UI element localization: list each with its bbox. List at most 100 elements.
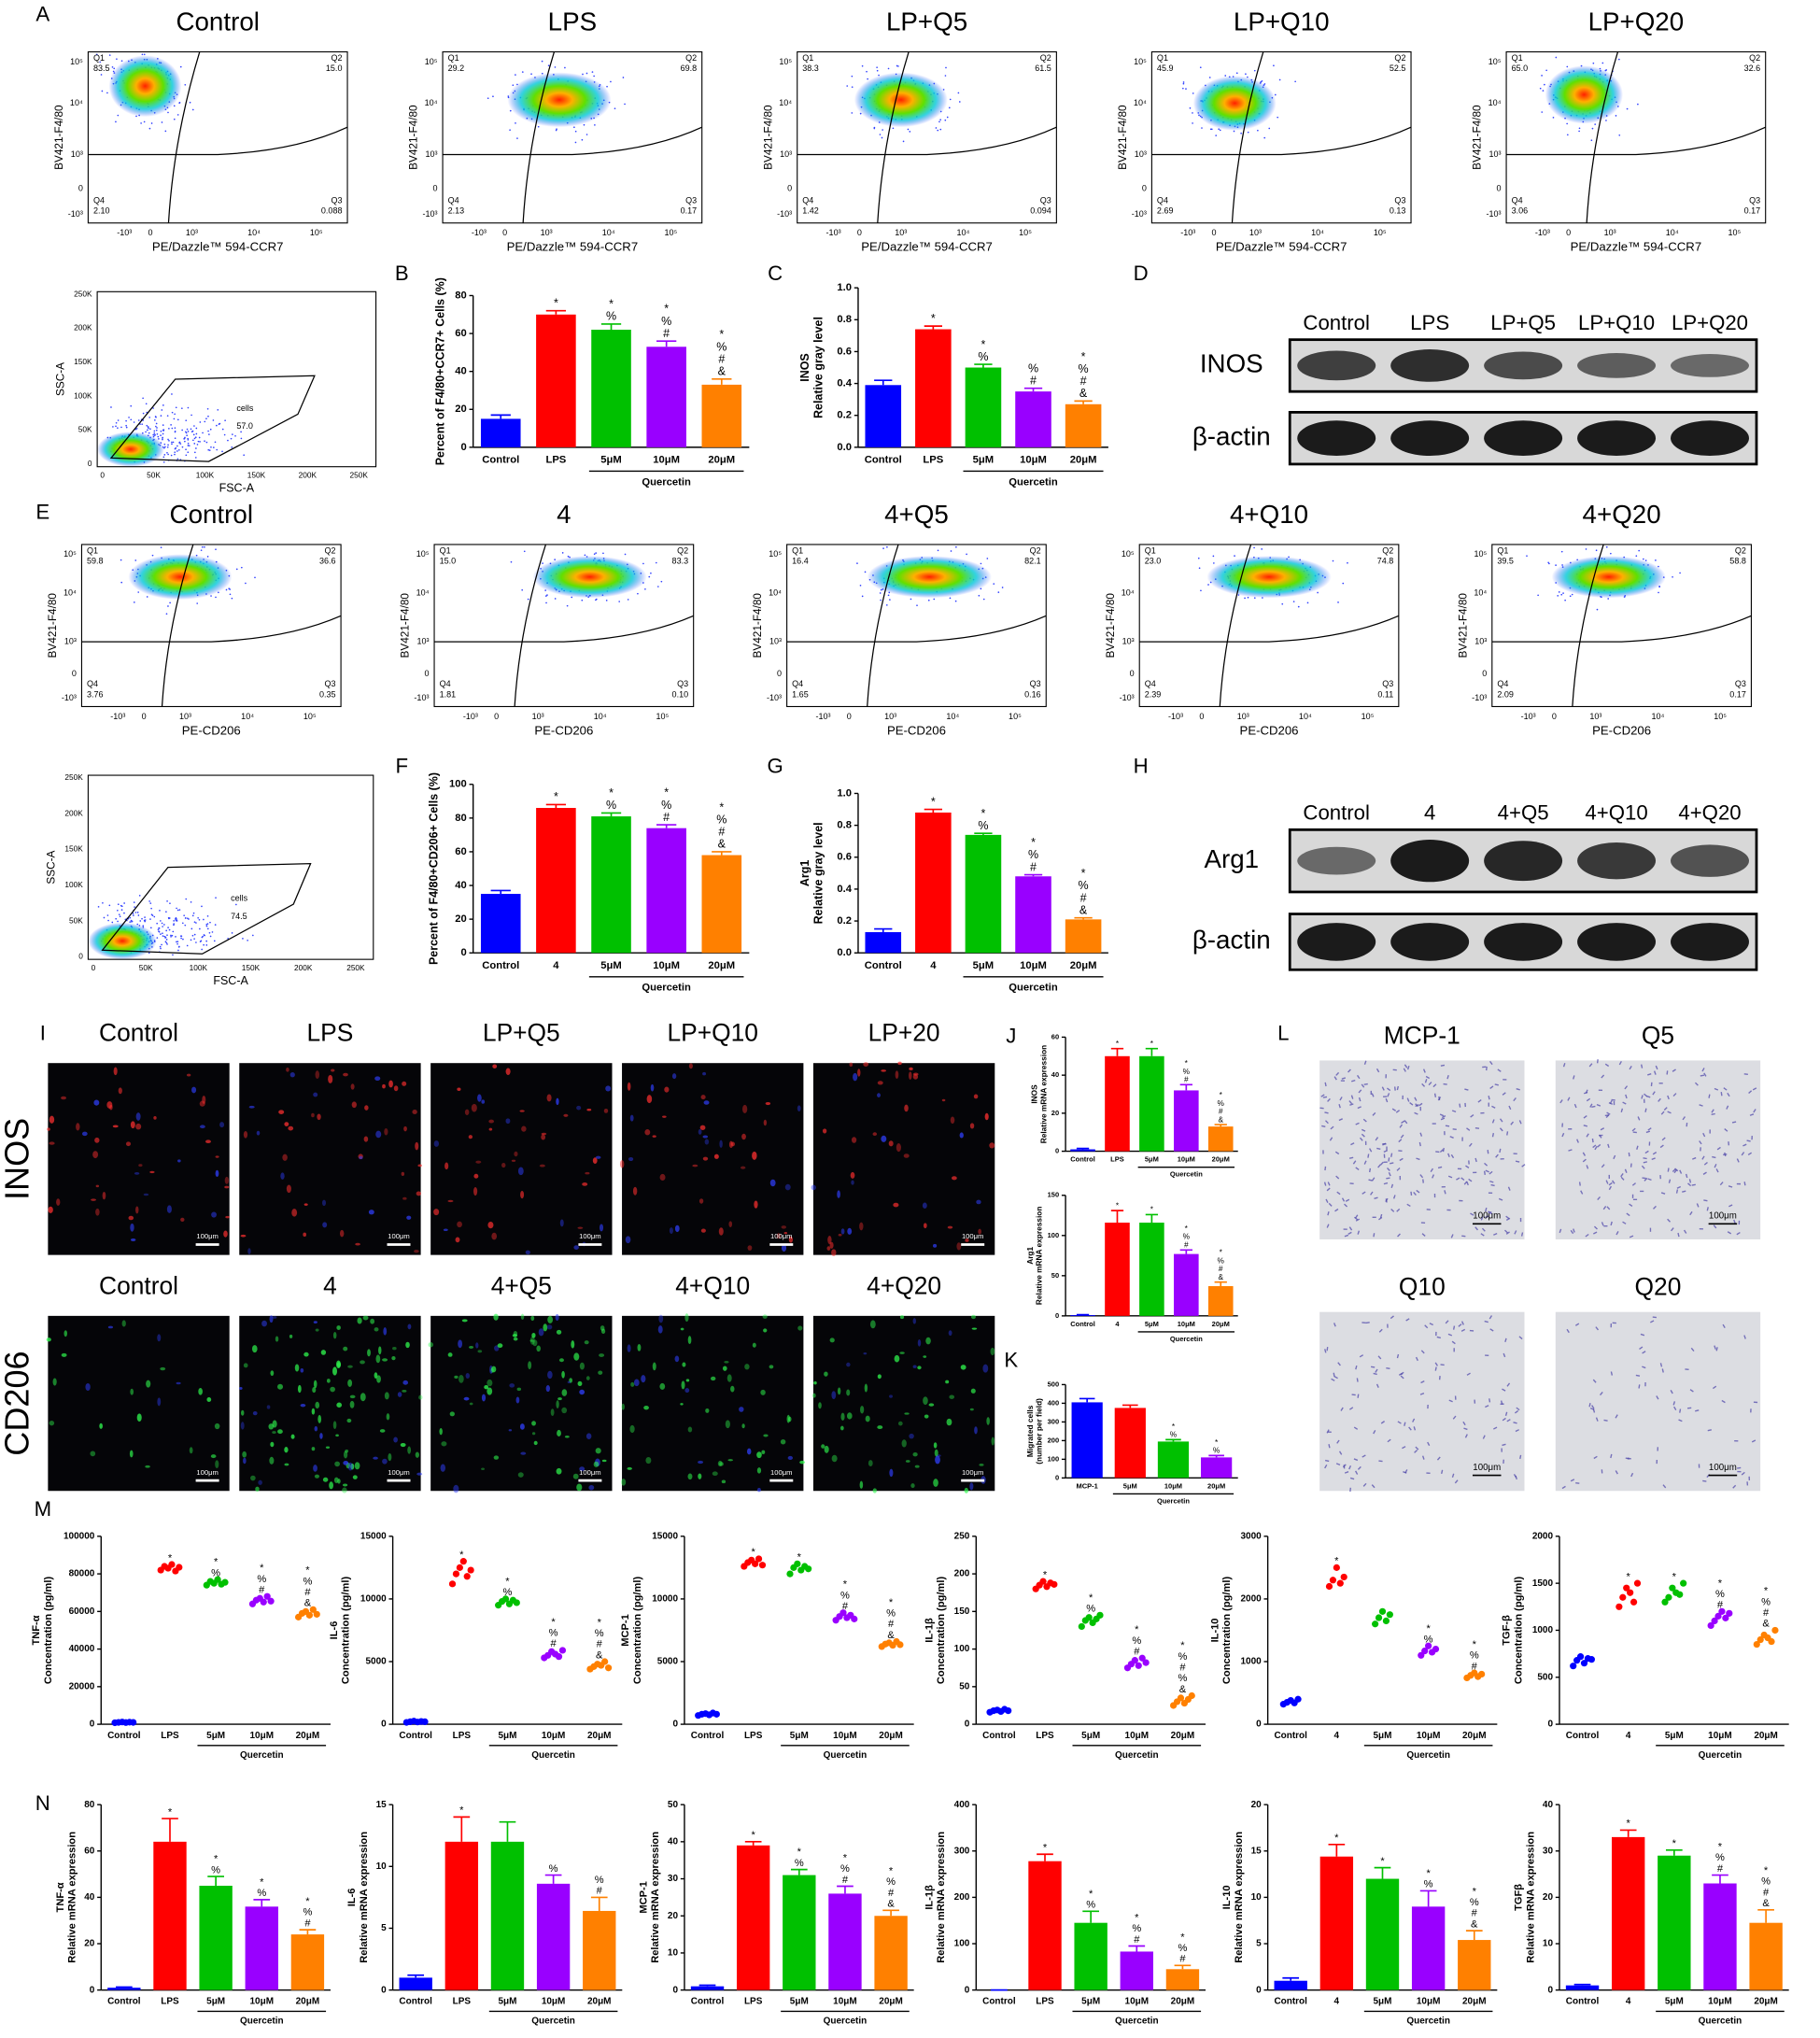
event-dot bbox=[165, 941, 168, 944]
x-tick-label: 150K bbox=[247, 471, 266, 480]
y-tick-label: 10³ bbox=[425, 149, 437, 159]
event-dot bbox=[245, 582, 247, 585]
micrograph bbox=[1555, 1311, 1761, 1492]
image-title: LP+Q10 bbox=[667, 1019, 757, 1047]
cell bbox=[331, 1069, 335, 1072]
significance-mark: # bbox=[1030, 375, 1037, 388]
cell bbox=[1679, 1408, 1682, 1413]
cell bbox=[1329, 1137, 1333, 1141]
cell bbox=[475, 1342, 479, 1349]
cell bbox=[811, 1184, 816, 1191]
cell bbox=[1601, 1222, 1604, 1226]
cell bbox=[949, 1394, 955, 1399]
x-tick-label: 10μM bbox=[653, 960, 680, 971]
significance-mark: % bbox=[303, 1907, 312, 1918]
cell bbox=[1447, 1333, 1453, 1337]
x-tick-label: 5μM bbox=[973, 960, 994, 971]
cell bbox=[1672, 1069, 1676, 1072]
data-point bbox=[1661, 1598, 1669, 1606]
cell bbox=[705, 1408, 710, 1413]
cell bbox=[447, 1352, 453, 1357]
x-tick-label: 0 bbox=[502, 228, 507, 237]
image-title: 4+Q5 bbox=[491, 1271, 552, 1299]
cell bbox=[1660, 1192, 1666, 1195]
cell bbox=[1573, 1228, 1575, 1233]
cell bbox=[129, 1450, 134, 1458]
cell bbox=[1488, 1211, 1492, 1215]
cell bbox=[1518, 1336, 1523, 1340]
blot-band bbox=[1484, 351, 1563, 380]
y-tick-label: 80 bbox=[455, 290, 467, 301]
quadrant-value: 69.8 bbox=[681, 64, 698, 73]
significance-mark: % bbox=[549, 1863, 558, 1875]
event-dot bbox=[1218, 128, 1220, 131]
x-tick-label: 10μM bbox=[1020, 455, 1047, 466]
y-tick-label: 10⁴ bbox=[63, 587, 77, 597]
y-axis-label: MCP-1 bbox=[620, 1614, 631, 1647]
event-dot bbox=[1182, 82, 1185, 85]
event-dot bbox=[181, 922, 184, 925]
y-tick-label: 0 bbox=[381, 1720, 387, 1730]
event-dot bbox=[187, 437, 190, 440]
cell bbox=[202, 1096, 206, 1104]
cell bbox=[360, 1360, 365, 1365]
cell bbox=[1736, 1231, 1741, 1236]
event-dot bbox=[1541, 111, 1544, 113]
cell bbox=[1427, 1441, 1431, 1447]
event-dot bbox=[137, 419, 140, 421]
event-dot bbox=[171, 427, 174, 430]
quadrant-name: Q1 bbox=[792, 545, 803, 555]
data-point bbox=[1131, 1657, 1138, 1664]
y-axis-label: SSC-A bbox=[54, 362, 66, 396]
event-dot bbox=[194, 436, 197, 439]
bar bbox=[865, 932, 902, 954]
event-dot bbox=[889, 599, 891, 601]
cell bbox=[669, 1227, 673, 1235]
event-dot bbox=[1626, 107, 1629, 110]
y-tick-label: 40 bbox=[455, 366, 467, 377]
cell bbox=[831, 1249, 837, 1256]
cell bbox=[1406, 1097, 1410, 1102]
x-tick-label: Control bbox=[1274, 1731, 1307, 1741]
cell bbox=[339, 1229, 345, 1238]
error-bar bbox=[974, 832, 993, 835]
event-dot bbox=[593, 553, 596, 556]
cell bbox=[1493, 1426, 1498, 1430]
cell bbox=[297, 1384, 302, 1394]
cell bbox=[205, 1139, 211, 1144]
cell bbox=[509, 1383, 515, 1388]
event-dot bbox=[927, 599, 930, 601]
lane-label: Control bbox=[1303, 801, 1370, 825]
event-dot bbox=[97, 906, 100, 908]
significance-mark: % bbox=[886, 1876, 896, 1888]
cell bbox=[910, 1483, 915, 1489]
cell bbox=[291, 1209, 298, 1217]
x-axis-label: PE/Dazzle™ 594-CCR7 bbox=[1571, 240, 1702, 254]
x-tick-label: 10⁴ bbox=[1311, 228, 1324, 237]
cell bbox=[1642, 1351, 1646, 1354]
x-tick-label: 0 bbox=[1212, 228, 1217, 237]
cell bbox=[1461, 1235, 1466, 1238]
cell bbox=[982, 1364, 989, 1373]
cell bbox=[599, 1353, 605, 1357]
x-tick-label: 10³ bbox=[1237, 712, 1249, 721]
cell bbox=[1326, 1224, 1330, 1228]
cell bbox=[973, 1094, 979, 1099]
cell bbox=[1320, 1094, 1325, 1097]
scale-bar-label: 100μm bbox=[1473, 1211, 1501, 1222]
cell bbox=[556, 1329, 562, 1335]
significance-mark: * bbox=[1135, 1624, 1139, 1635]
data-point bbox=[1329, 1577, 1337, 1584]
cell bbox=[475, 1160, 482, 1164]
cell bbox=[1367, 1153, 1370, 1158]
event-dot bbox=[229, 593, 232, 596]
event-dot bbox=[966, 553, 967, 556]
event-dot bbox=[1560, 593, 1563, 596]
cell bbox=[1491, 1132, 1495, 1138]
cell bbox=[1691, 1183, 1696, 1186]
error-bar bbox=[1214, 1281, 1227, 1287]
y-tick-label: 200 bbox=[1048, 1436, 1060, 1444]
event-dot bbox=[166, 446, 169, 448]
cell bbox=[383, 1327, 388, 1336]
event-dot bbox=[198, 436, 201, 439]
